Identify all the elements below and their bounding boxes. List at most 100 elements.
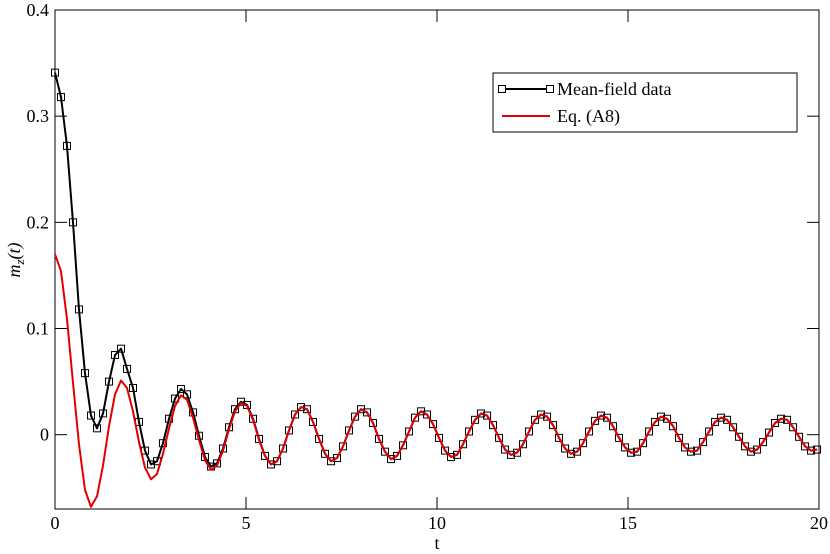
x-axis-label: t [434, 533, 439, 553]
data-point [177, 385, 186, 394]
legend-label: Eq. (A8) [557, 106, 620, 127]
data-point [615, 433, 624, 442]
data-point [345, 426, 354, 435]
y-tick-label: 0.2 [27, 212, 50, 232]
data-point [525, 427, 534, 436]
data-point [501, 445, 510, 454]
data-point [711, 417, 720, 426]
data-point [261, 451, 270, 460]
data-point [405, 427, 414, 436]
data-point [753, 445, 762, 454]
data-point [279, 444, 288, 453]
data-point [507, 450, 516, 459]
data-point [80, 369, 89, 378]
data-point [747, 447, 756, 456]
y-tick-label: 0.1 [27, 319, 50, 339]
data-point [285, 426, 294, 435]
x-tick-label: 10 [428, 513, 446, 533]
data-point [93, 424, 102, 433]
y-tick-label: 0 [40, 425, 49, 445]
data-point [669, 422, 678, 431]
data-point [393, 451, 402, 460]
data-point [363, 408, 372, 417]
data-point [729, 423, 738, 432]
data-point [759, 438, 768, 447]
data-point [375, 434, 384, 443]
y-axis-label: mz(t) [4, 242, 27, 277]
data-point [645, 427, 654, 436]
data-point [795, 432, 804, 441]
data-point [537, 410, 546, 419]
data-point [369, 419, 378, 428]
data-point [573, 447, 582, 456]
data-point [495, 433, 504, 442]
data-point [483, 411, 492, 420]
data-point [339, 442, 348, 451]
data-point [477, 409, 486, 418]
y-label-rest: (t) [4, 242, 25, 259]
data-point [717, 413, 726, 422]
data-point [86, 411, 95, 420]
data-point [111, 351, 120, 360]
series-line [54, 253, 818, 508]
data-point [489, 421, 498, 430]
data-point [705, 427, 714, 436]
data-point [273, 457, 282, 466]
data-point [639, 439, 648, 448]
x-tick-label: 5 [242, 513, 251, 533]
data-point [549, 421, 558, 430]
data-point [579, 439, 588, 448]
data-point [741, 442, 750, 451]
x-tick-label: 0 [51, 513, 60, 533]
data-point [105, 377, 114, 386]
data-point [129, 383, 138, 392]
data-point [471, 415, 480, 424]
legend-marker [546, 85, 554, 93]
data-point [675, 433, 684, 442]
data-point [735, 432, 744, 441]
data-point [441, 446, 450, 455]
data-point [531, 415, 540, 424]
data-point [123, 364, 132, 373]
data-point [591, 416, 600, 425]
data-point [657, 412, 666, 421]
data-point [567, 449, 576, 458]
data-point [609, 422, 618, 431]
data-point [465, 427, 474, 436]
data-point [297, 403, 306, 412]
data-point [351, 412, 360, 421]
data-point [699, 438, 708, 447]
data-point [399, 441, 408, 450]
data-point [291, 410, 300, 419]
data-point [597, 411, 606, 420]
data-point [561, 444, 570, 453]
y-label-sub: z [12, 259, 27, 265]
data-point [771, 419, 780, 428]
data-point [765, 428, 774, 437]
y-tick-label: 0.3 [27, 106, 50, 126]
y-tick-label: 0.4 [27, 0, 50, 20]
data-point [381, 447, 390, 456]
legend-label: Mean-field data [557, 79, 671, 99]
data-point [62, 141, 71, 150]
y-label-base: m [4, 265, 24, 278]
data-point [68, 218, 77, 227]
data-point [303, 405, 312, 414]
data-point [555, 433, 564, 442]
data-point [213, 459, 222, 468]
data-point [603, 413, 612, 422]
legend-box [492, 72, 798, 133]
data-point [99, 409, 108, 418]
data-point [51, 68, 59, 77]
data-point [321, 449, 330, 458]
data-point [74, 305, 83, 314]
data-point [117, 344, 126, 353]
data-point [663, 414, 672, 423]
data-point [183, 390, 192, 399]
data-point [651, 417, 660, 426]
data-point [447, 452, 456, 461]
data-point [789, 423, 798, 432]
data-point [56, 93, 65, 102]
data-point [435, 433, 444, 442]
